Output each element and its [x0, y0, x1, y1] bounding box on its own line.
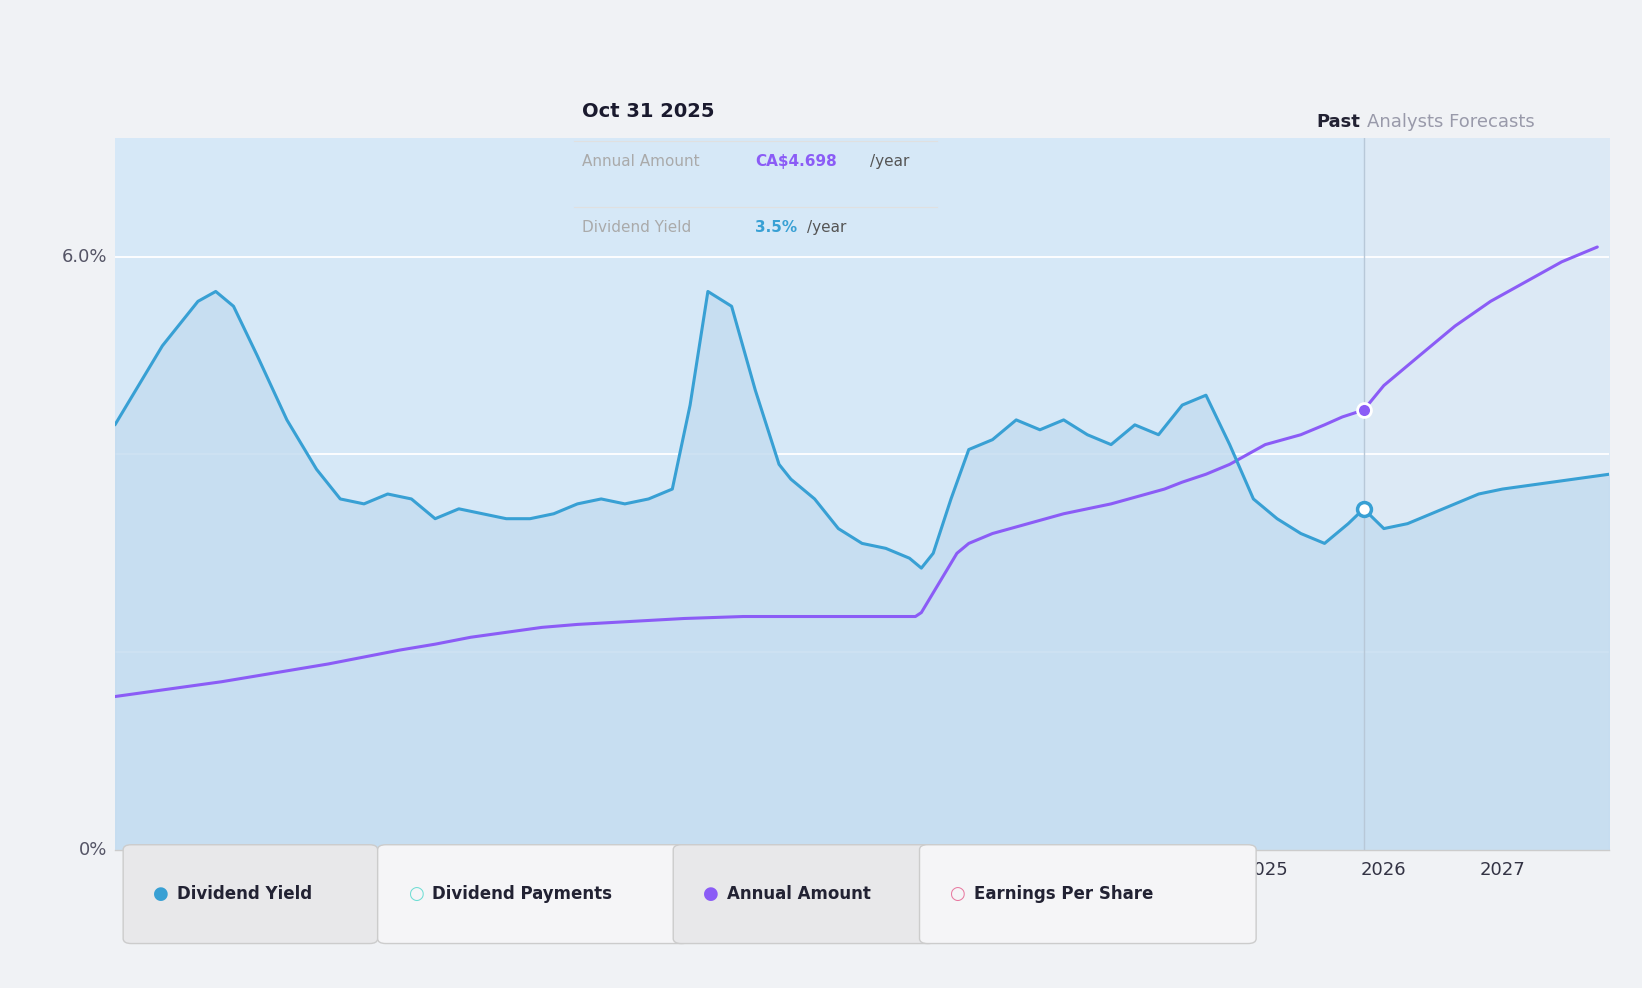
Text: ○: ○ [407, 885, 424, 903]
Text: Dividend Yield: Dividend Yield [177, 885, 312, 903]
Text: 3.5%: 3.5% [755, 220, 798, 235]
Text: Earnings Per Share: Earnings Per Share [974, 885, 1153, 903]
Text: 0%: 0% [79, 841, 107, 859]
Text: Past: Past [1317, 114, 1361, 131]
Text: ●: ● [153, 885, 169, 903]
Text: /year: /year [806, 220, 846, 235]
Text: Oct 31 2025: Oct 31 2025 [581, 102, 714, 121]
Text: ●: ● [703, 885, 719, 903]
Text: ○: ○ [949, 885, 965, 903]
Text: Annual Amount: Annual Amount [581, 154, 699, 169]
Text: /year: /year [870, 154, 910, 169]
Text: CA$4.698: CA$4.698 [755, 154, 837, 169]
Text: 6.0%: 6.0% [62, 248, 107, 266]
Text: Dividend Yield: Dividend Yield [581, 220, 691, 235]
Text: Annual Amount: Annual Amount [727, 885, 872, 903]
Text: Dividend Payments: Dividend Payments [432, 885, 612, 903]
Text: Analysts Forecasts: Analysts Forecasts [1366, 114, 1534, 131]
